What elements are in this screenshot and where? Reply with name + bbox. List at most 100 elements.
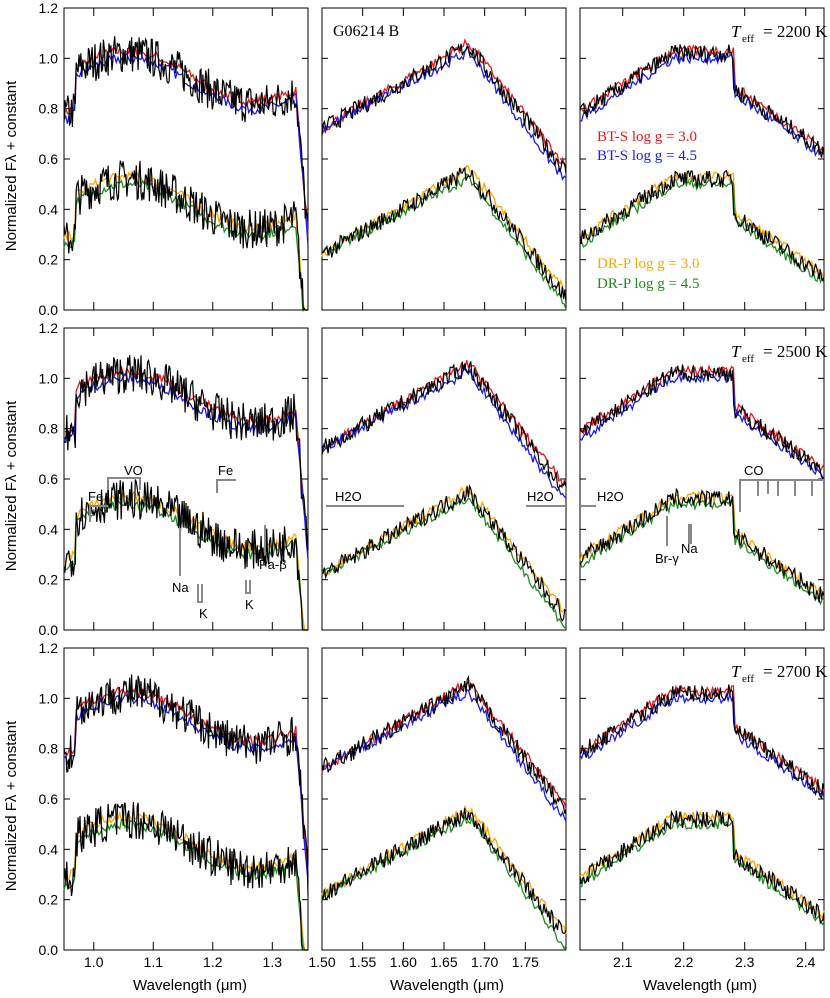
legend-bts-30: BT-S log g = 3.0 <box>597 129 697 145</box>
model-spectrum-upper <box>579 363 825 473</box>
na-label-k: Na <box>681 541 698 556</box>
x-tick-label: 2.4 <box>796 954 816 970</box>
observed-spectrum-upper <box>579 684 825 800</box>
x-tick-label: 1.65 <box>430 954 457 970</box>
observed-spectrum-upper <box>579 364 825 480</box>
model-spectrum-lower <box>321 164 567 294</box>
brg-label: Br-γ <box>655 551 679 566</box>
y-tick-label: 0.6 <box>39 151 59 167</box>
observed-spectrum-upper <box>63 355 309 551</box>
y-tick-label: 1.2 <box>39 320 59 336</box>
x-tick-label: 1.1 <box>144 954 164 970</box>
panel-grid: 0.0 0.2 0.4 0.6 0.8 1.0 1.2 0.0 0.2 0.4 0.6 0.8 1.0 1… <box>39 0 825 970</box>
x-tick-label: 1.50 <box>308 954 335 970</box>
y-tick-label: 0.0 <box>39 302 59 318</box>
model-spectrum-lower <box>579 816 825 926</box>
svg-text:eff: eff <box>742 33 754 45</box>
x-tick-label: 1.0 <box>84 954 104 970</box>
h2o-label-2: H2O <box>527 489 554 504</box>
legend-drp-45: DR-P log g = 4.5 <box>597 276 700 292</box>
svg-text:T: T <box>731 342 742 361</box>
model-spectrum-lower <box>321 173 567 311</box>
model-spectrum-lower <box>63 818 308 951</box>
y-tick-label: 0.4 <box>39 841 59 857</box>
observed-spectrum-upper <box>321 43 567 174</box>
observed-spectrum-upper <box>321 361 567 490</box>
svg-text:= 2700 K: = 2700 K <box>763 662 828 681</box>
y-tick-label: 1.2 <box>39 0 59 16</box>
y-tick-label: 1.0 <box>39 370 59 386</box>
x-axis-label-k: Wavelength (μm) <box>643 977 757 994</box>
model-spectrum-lower <box>321 484 567 614</box>
svg-text:eff: eff <box>742 353 754 365</box>
model-spectrum-upper <box>63 372 309 560</box>
model-spectrum-upper <box>321 689 567 822</box>
x-tick-label: 1.75 <box>512 954 539 970</box>
figure-labels: Wavelength (μm) Wavelength (μm) Waveleng… <box>3 22 828 994</box>
y-tick-label: 0.6 <box>39 791 59 807</box>
pab-label: Pa-β <box>259 557 287 572</box>
y-tick-label: 0.4 <box>39 201 59 217</box>
svg-text:eff: eff <box>742 673 754 685</box>
y-tick-label: 0.2 <box>39 572 59 588</box>
teff-label-row1: T eff = 2200 K <box>731 22 828 45</box>
observed-spectrum-lower <box>579 809 825 925</box>
fe-label-2: Fe <box>218 463 233 478</box>
fe-label-1: Fe <box>88 489 103 504</box>
x-axis-label-h: Wavelength (μm) <box>390 977 504 994</box>
observed-spectrum-lower <box>579 487 825 603</box>
x-tick-label: 2.3 <box>735 954 755 970</box>
co-label: CO <box>744 463 764 478</box>
model-spectrum-upper <box>321 45 567 182</box>
panel-frame-r1-c2 <box>321 7 567 311</box>
observed-spectrum-lower <box>321 484 567 622</box>
x-tick-label: 1.3 <box>263 954 283 970</box>
svg-text:= 2200 K: = 2200 K <box>763 22 828 41</box>
na-label-j: Na <box>172 580 189 595</box>
x-tick-label: 2.2 <box>674 954 694 970</box>
model-spectrum-upper <box>579 691 825 798</box>
observed-spectrum-lower <box>63 160 308 313</box>
y-tick-label: 0.6 <box>39 471 59 487</box>
observed-spectrum-upper <box>63 674 309 896</box>
observed-spectrum-lower <box>63 479 308 631</box>
k-label-2: K <box>245 597 254 612</box>
y-tick-label: 0.4 <box>39 521 59 537</box>
y-tick-label: 0.2 <box>39 252 59 268</box>
y-tick-label: 0.0 <box>39 622 59 638</box>
x-tick-label: 1.55 <box>349 954 376 970</box>
model-spectrum-upper <box>579 371 825 482</box>
x-tick-label: 1.2 <box>203 954 223 970</box>
y-tick-label: 0.8 <box>39 101 59 117</box>
y-tick-label: 1.0 <box>39 690 59 706</box>
teff-label-row3: T eff = 2700 K <box>731 662 828 685</box>
observed-spectrum-upper <box>63 36 309 221</box>
object-label: G06214 B <box>333 23 399 40</box>
x-tick-label: 1.60 <box>390 954 417 970</box>
observed-spectrum-upper <box>579 44 825 158</box>
model-spectrum-upper <box>321 367 567 499</box>
x-tick-label: 1.70 <box>471 954 498 970</box>
y-axis-label-row1: Normalized Fλ + constant <box>3 80 20 251</box>
svg-text:= 2500 K: = 2500 K <box>763 342 828 361</box>
k-label-1: K <box>199 606 208 621</box>
y-tick-label: 0.8 <box>39 421 59 437</box>
y-axis-label-row3: Normalized Fλ + constant <box>3 720 20 891</box>
vo-label: VO <box>124 463 143 478</box>
observed-spectrum-lower <box>63 802 308 951</box>
model-spectrum-lower <box>321 815 567 951</box>
svg-text:T: T <box>731 662 742 681</box>
observed-spectrum-lower <box>321 808 567 935</box>
h2o-label-1: H2O <box>335 489 362 504</box>
model-spectrum-upper <box>579 684 825 794</box>
legend-bts-45: BT-S log g = 4.5 <box>597 148 697 164</box>
y-axis-label-row2: Normalized Fλ + constant <box>3 400 20 571</box>
h2o-label-3: H2O <box>597 489 624 504</box>
y-tick-label: 0.0 <box>39 942 59 958</box>
y-tick-label: 1.2 <box>39 640 59 656</box>
observed-spectrum-lower <box>579 169 825 282</box>
model-spectrum-lower <box>579 177 825 284</box>
x-axis-label-j: Wavelength (μm) <box>133 977 247 994</box>
y-tick-label: 1.0 <box>39 50 59 66</box>
